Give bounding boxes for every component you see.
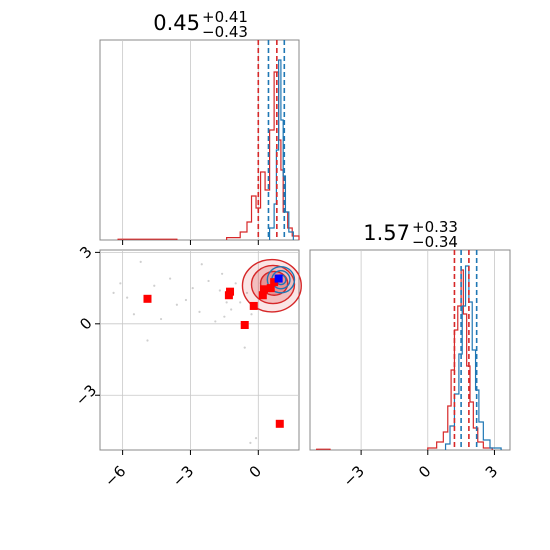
joint-faint-point [169, 277, 172, 280]
joint-ytick-label: −3 [72, 381, 100, 409]
panel-param1-hist-frame [99, 39, 300, 241]
joint-red-square [226, 287, 235, 296]
panel-param1-title-plus: +0.41 [202, 8, 248, 26]
panel-param1-hist-quantiles [257, 40, 286, 240]
param2-hist-series-0 [316, 269, 493, 450]
joint-contour-3 [266, 265, 296, 294]
joint-faint-point [191, 286, 194, 290]
joint-faint-point [112, 291, 115, 294]
panel-param1-title-value: 0.45 [153, 11, 200, 35]
joint-faint-point [223, 315, 226, 318]
joint-red-square [258, 291, 267, 300]
joint-faint-point [132, 313, 136, 316]
panel-joint-squares [143, 274, 284, 428]
joint-faint-point [225, 301, 228, 304]
joint-faint-point [249, 441, 252, 444]
joint-faint-point [139, 260, 142, 264]
joint-faint-point [218, 289, 221, 292]
panel-param2-hist-ticks: −3 0 3 [340, 450, 501, 490]
param2-hist-xtick-label: 0 [415, 462, 434, 481]
joint-faint-point [198, 310, 201, 314]
panel-param2-hist-quantiles [453, 250, 478, 450]
joint-xtick-label: −6 [101, 462, 129, 490]
joint-faint-point [250, 313, 253, 316]
joint-faint-point [230, 308, 233, 311]
joint-faint-point [159, 317, 163, 321]
joint-faint-point [207, 279, 210, 283]
joint-faint-point [146, 339, 149, 342]
joint-red-square [143, 294, 152, 303]
joint-blue-square [274, 274, 283, 283]
panel-param1-title-minus: −0.43 [202, 23, 248, 41]
joint-faint-point [200, 263, 203, 266]
joint-red-square [270, 278, 279, 287]
joint-faint-point [126, 296, 129, 299]
joint-faint-point [153, 284, 156, 287]
joint-faint-point [214, 320, 217, 323]
panel-param1-hist-series [117, 59, 300, 240]
joint-faint-point [239, 301, 242, 304]
panel-param1-hist-ticks [122, 240, 259, 245]
panel-joint: −6 −3 0 3 0 −3 [72, 243, 302, 490]
panel-param2-title-value: 1.57 [363, 221, 410, 245]
joint-faint-point [221, 272, 224, 275]
joint-faint-point [184, 298, 188, 302]
joint-faint-point [175, 303, 178, 306]
joint-red-square [275, 419, 284, 428]
param1-hist-series-1 [269, 59, 294, 240]
panel-param2-hist-frame [309, 249, 511, 451]
panel-param2-hist: −3 0 3 1.57 +0.33 −0.34 [309, 218, 511, 490]
panel-joint-frame [99, 249, 300, 451]
panel-param2-title-plus: +0.33 [412, 218, 458, 236]
joint-xtick-label: −3 [169, 462, 197, 490]
param2-hist-xtick-label: 3 [482, 462, 501, 481]
panel-param2-title-minus: −0.34 [412, 233, 458, 251]
joint-faint-point [243, 346, 246, 349]
joint-faint-point [245, 291, 249, 294]
panel-param2-hist-grid [360, 250, 495, 450]
joint-red-square [249, 301, 258, 310]
joint-red-square [240, 321, 249, 329]
joint-faint-point [119, 282, 122, 285]
joint-xtick-label: 0 [246, 462, 265, 481]
panel-joint-faint-points [112, 260, 258, 444]
param2-hist-xtick-label: −3 [340, 462, 368, 490]
joint-ytick-label: 3 [76, 243, 95, 262]
joint-red-square [266, 284, 275, 293]
param1-hist-series-0 [117, 71, 300, 240]
joint-red-square [259, 285, 268, 294]
joint-ytick-label: 0 [76, 314, 95, 333]
panel-joint-grid [100, 250, 299, 450]
joint-faint-point [234, 282, 237, 285]
joint-faint-point [254, 436, 258, 440]
panel-param1-hist: 0.45 +0.41 −0.43 [99, 8, 300, 245]
